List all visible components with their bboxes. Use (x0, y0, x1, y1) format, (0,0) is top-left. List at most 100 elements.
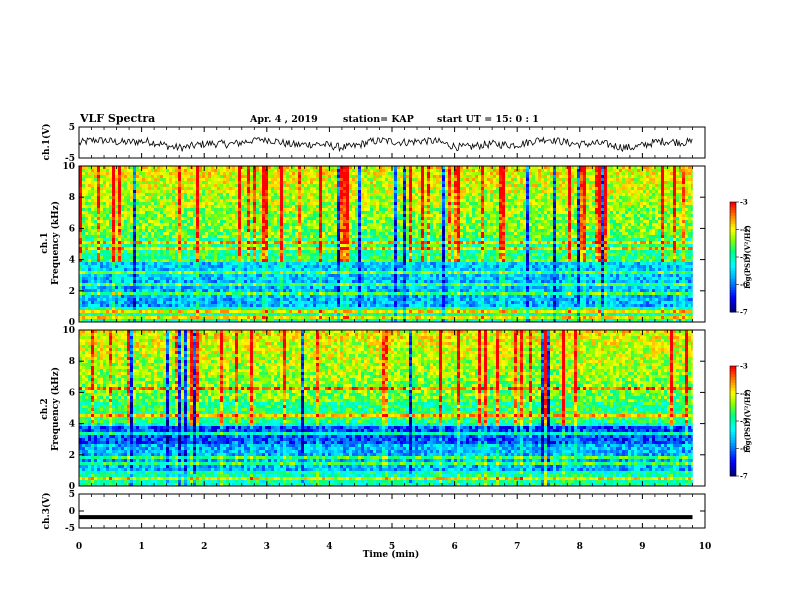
spectrogram-cell (97, 181, 101, 185)
spectrogram-cell (142, 208, 146, 212)
spectrogram-cell (142, 166, 146, 170)
spectrogram-cell (487, 169, 491, 173)
spectrogram-cell (286, 190, 290, 194)
spectrogram-cell (523, 172, 527, 176)
spectrogram-cell (247, 172, 251, 176)
spectrogram-cell (406, 199, 410, 203)
spectrogram-cell (238, 172, 242, 176)
spectrogram-cell (463, 172, 467, 176)
spectrogram-cell (163, 235, 167, 239)
spectrogram-cell (271, 187, 275, 191)
spectrogram-cell (157, 235, 161, 239)
spectrogram-cell (463, 175, 467, 179)
spectrogram-cell (355, 214, 359, 218)
spectrogram-cell (223, 211, 227, 215)
spectrogram-cell (85, 211, 89, 215)
spectrogram-cell (424, 172, 428, 176)
spectrogram-cell (448, 178, 452, 182)
spectrogram-cell (448, 229, 452, 233)
spectrogram-cell (301, 226, 305, 230)
spectrogram-cell (82, 187, 86, 191)
spectrogram-cell (406, 178, 410, 182)
spectrogram-cell (211, 175, 215, 179)
spectrogram-cell (643, 184, 647, 188)
spectrogram-cell (442, 208, 446, 212)
spectrogram-cell (238, 229, 242, 233)
spectrogram-cell (82, 205, 86, 209)
spectrogram-cell (310, 229, 314, 233)
spectrogram-cell (259, 181, 263, 185)
spectrogram-cell (88, 196, 92, 200)
spectrogram-cell (115, 178, 119, 182)
spectrogram-cell (541, 199, 545, 203)
y-tick-label: 5 (69, 123, 75, 133)
spectrogram-cell (148, 232, 152, 236)
spectrogram-cell (283, 235, 287, 239)
spectrogram-cell (100, 172, 104, 176)
spectrogram-cell (673, 214, 677, 218)
spectrogram-cell (460, 202, 464, 206)
spectrogram-cell (301, 229, 305, 233)
spectrogram-cell (520, 223, 524, 227)
spectrogram-cell (499, 226, 503, 230)
spectrogram-cell (577, 175, 581, 179)
spectrogram-cell (592, 217, 596, 221)
spectrogram-cell (268, 178, 272, 182)
spectrogram-cell (619, 220, 623, 224)
spectrogram-cell (229, 166, 233, 170)
spectrogram-cell (148, 175, 152, 179)
spectrogram-cell (373, 184, 377, 188)
spectrogram-cell (220, 187, 224, 191)
spectrogram-cell (691, 217, 693, 221)
spectrogram-cell (193, 211, 197, 215)
spectrogram-cell (646, 169, 650, 173)
spectrogram-cell (523, 181, 527, 185)
spectrogram-cell (679, 181, 683, 185)
spectrogram-cell (625, 190, 629, 194)
spectrogram-cell (580, 184, 584, 188)
spectrogram-cell (427, 202, 431, 206)
spectrogram-cell (676, 205, 680, 209)
spectrogram-cell (529, 175, 533, 179)
spectrogram-cell (373, 202, 377, 206)
spectrogram-cell (487, 229, 491, 233)
spectrogram-cell (178, 166, 182, 170)
spectrogram-cell (649, 208, 653, 212)
spectrogram-cell (331, 178, 335, 182)
spectrogram-cell (646, 199, 650, 203)
spectrogram-cell (370, 196, 374, 200)
spectrogram-cell (574, 223, 578, 227)
spectrogram-cell (412, 220, 416, 224)
spectrogram-cell (550, 196, 554, 200)
spectrogram-cell (139, 229, 143, 233)
spectrogram-cell (613, 190, 617, 194)
spectrogram-cell (220, 184, 224, 188)
spectrogram-cell (133, 175, 137, 179)
spectrogram-cell (427, 193, 431, 197)
spectrogram-cell (229, 172, 233, 176)
spectrogram-cell (541, 229, 545, 233)
spectrogram-cell (127, 166, 131, 170)
spectrogram-cell (625, 211, 629, 215)
spectrogram-cell (151, 226, 155, 230)
spectrogram-cell (253, 226, 257, 230)
spectrogram-cell (364, 181, 368, 185)
spectrogram-cell (571, 178, 575, 182)
spectrogram-cell (148, 211, 152, 215)
spectrogram-cell (133, 169, 137, 173)
spectrogram-cell (106, 184, 110, 188)
spectrogram-cell (190, 223, 194, 227)
spectrogram-cell (346, 229, 350, 233)
spectrogram-cell (214, 175, 218, 179)
spectrogram-cell (106, 193, 110, 197)
spectrogram-cell (652, 187, 656, 191)
spectrogram-cell (685, 229, 689, 233)
spectrogram-cell (211, 229, 215, 233)
spectrogram-cell (379, 178, 383, 182)
spectrogram-cell (205, 223, 209, 227)
spectrogram-cell (598, 205, 602, 209)
spectrogram-cell (583, 214, 587, 218)
spectrogram-cell (664, 223, 668, 227)
spectrogram-cell (610, 175, 614, 179)
spectrogram-cell (379, 232, 383, 236)
